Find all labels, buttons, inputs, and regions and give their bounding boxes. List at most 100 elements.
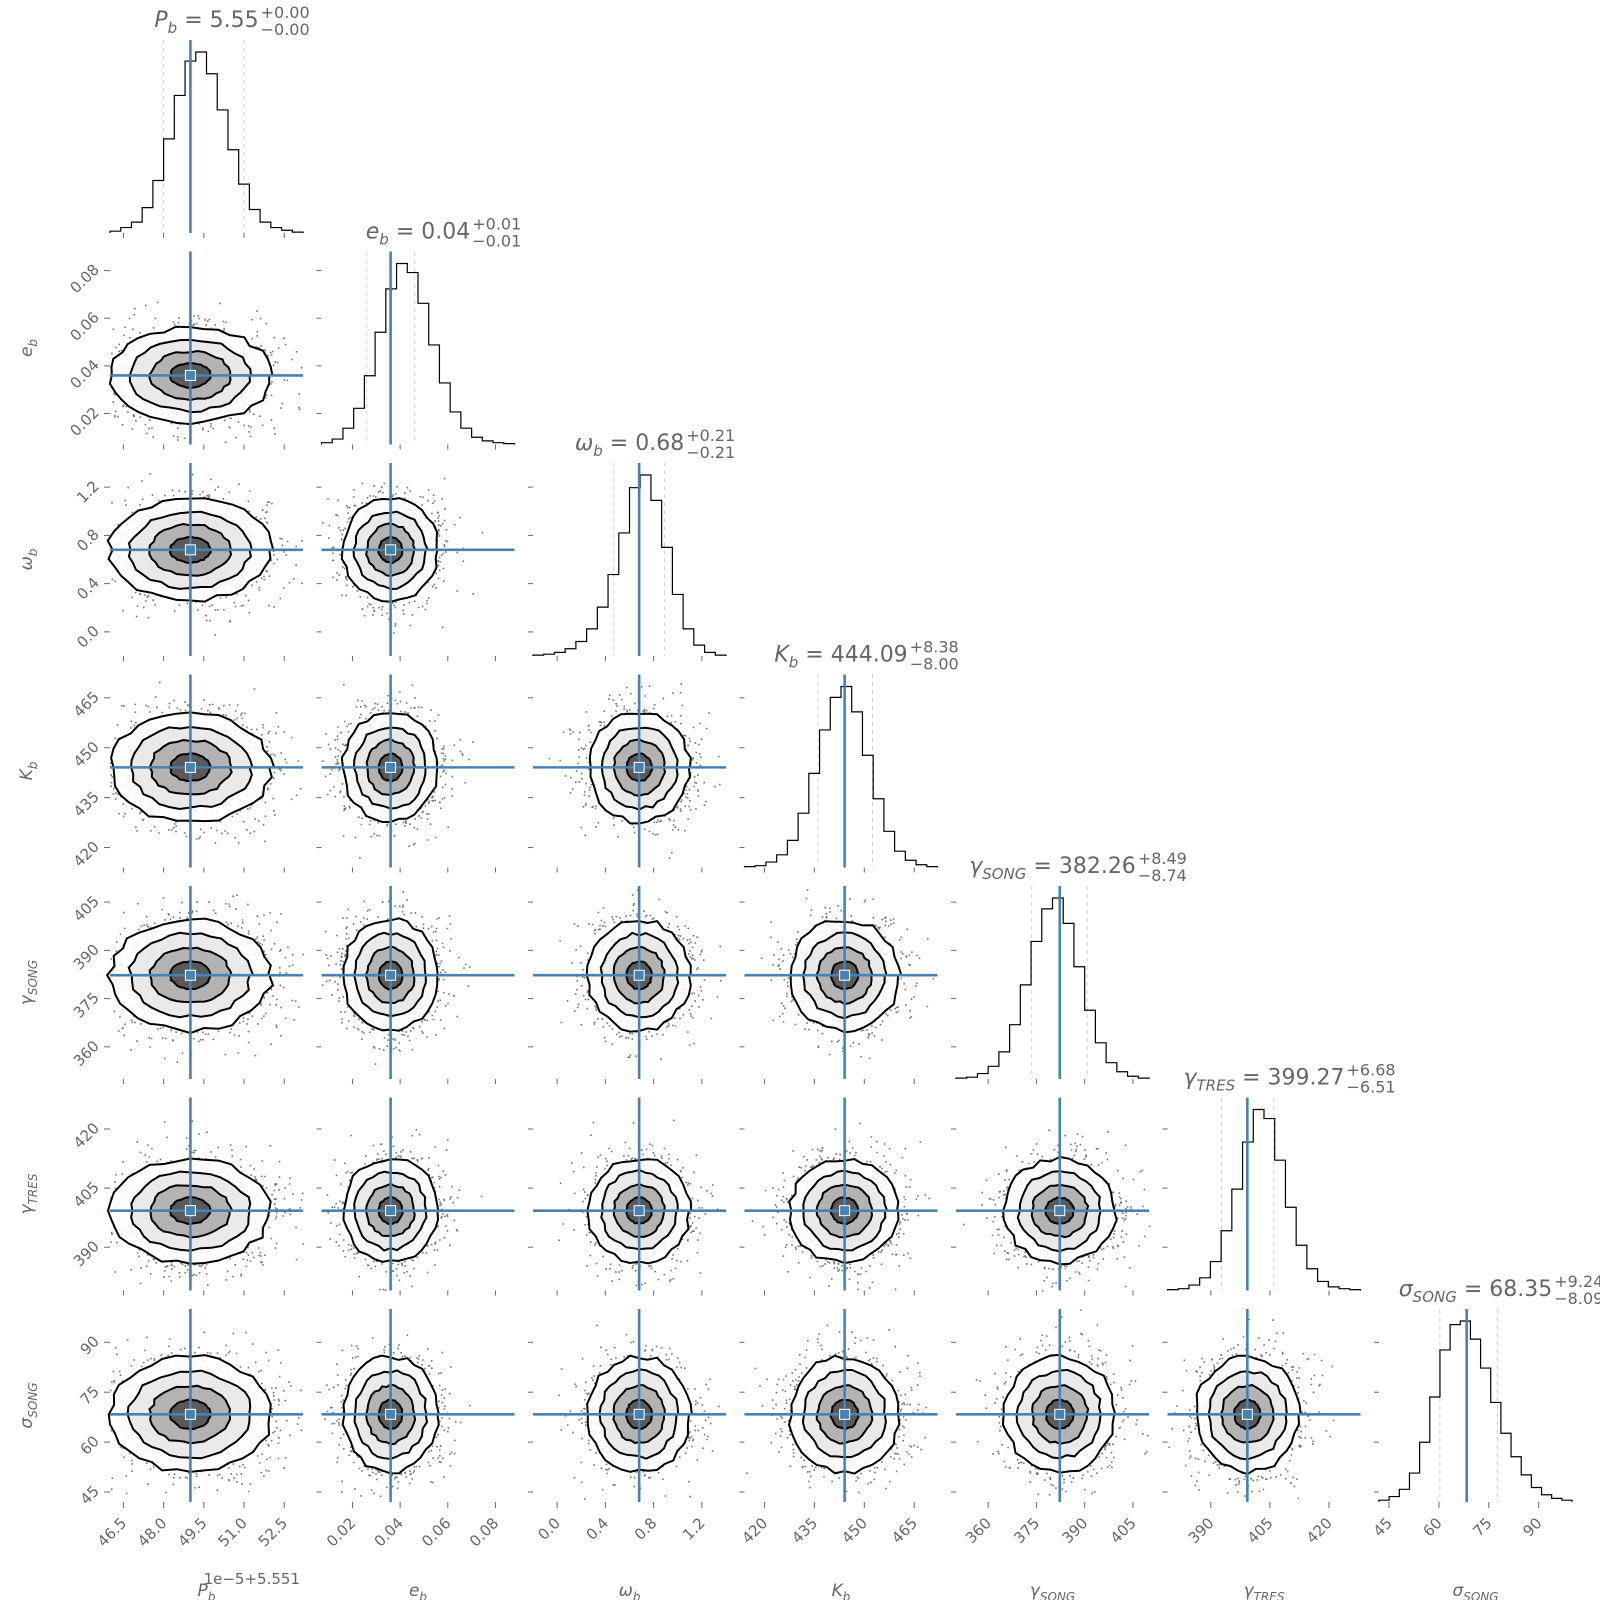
title-subscript: b	[168, 19, 178, 37]
x-tick-label: 0.0	[534, 1514, 564, 1544]
title-equals: =	[389, 220, 421, 245]
title-symbol: K	[774, 643, 790, 668]
truth-marker	[184, 761, 196, 773]
x-tick-label: 60	[1419, 1514, 1445, 1540]
x-tick-label: 48.0	[134, 1514, 170, 1550]
title-subscript: SONG	[1413, 1288, 1457, 1306]
y-tick-label: 375	[70, 989, 103, 1022]
y-axis-label-sigma_SONG: σSONG	[17, 1382, 40, 1428]
truth-marker	[385, 761, 397, 773]
x-axis-label-gamma_SONG: γSONG	[1030, 1581, 1075, 1600]
label-symbol: σ	[1452, 1581, 1464, 1600]
label-subscript: b	[843, 1590, 851, 1600]
y-tick-label: 0.02	[66, 404, 102, 440]
panel-sigma_SONG-gamma_SONG: 360 375 390 405 γSONG	[951, 1309, 1149, 1600]
y-tick-label: 0.06	[66, 308, 102, 344]
panel-K_b-omega_b	[528, 674, 726, 873]
x-tick-label: 405	[1107, 1514, 1140, 1547]
panel-gamma_TRES-K_b	[739, 1097, 938, 1296]
y-tick-label: 405	[70, 1178, 103, 1211]
y-tick-label: 0.8	[73, 525, 103, 555]
label-subscript: b	[633, 1590, 641, 1600]
histogram-gamma_SONG	[955, 897, 1150, 1079]
title-equals: =	[1457, 1277, 1489, 1302]
err-minus: −0.01	[472, 232, 521, 251]
x-tick-label: 46.5	[94, 1514, 130, 1550]
label-subscript: b	[26, 761, 40, 769]
truth-marker	[1054, 1205, 1066, 1217]
y-tick-label: 420	[70, 1119, 103, 1152]
label-subscript: b	[208, 1590, 216, 1600]
histogram-sigma_SONG	[1378, 1320, 1573, 1502]
label-symbol: K	[17, 767, 37, 780]
y-tick-label: 0.4	[73, 574, 103, 604]
panel-title-omega_b: ωb = 0.68	[575, 431, 684, 460]
panel-omega_b-omega_b: ωb = 0.68 +0.21−0.21	[528, 426, 735, 661]
x-tick-label: 75	[1469, 1514, 1495, 1540]
title-errors-minus: −8.74	[1138, 866, 1187, 885]
y-axis-label-K_b: Kb	[17, 761, 40, 780]
truth-marker	[1241, 1408, 1253, 1420]
label-symbol: e	[17, 347, 37, 357]
x-tick-label: 0.06	[418, 1514, 454, 1550]
x-axis-label-e_b: eb	[409, 1581, 427, 1600]
label-subscript: SONG	[26, 960, 40, 995]
x-tick-label: 1.2	[679, 1514, 709, 1544]
x-axis-label-gamma_TRES: γTRES	[1244, 1581, 1285, 1600]
panel-sigma_SONG-gamma_TRES: 390 405 420 γTRES	[1162, 1309, 1361, 1600]
title-symbol: γ	[1183, 1066, 1197, 1091]
panel-gamma_SONG-e_b	[316, 886, 515, 1084]
truth-marker	[633, 761, 645, 773]
label-subscript: TRES	[26, 1173, 40, 1204]
label-subscript: SONG	[26, 1382, 40, 1417]
panel-sigma_SONG-e_b: 0.02 0.04 0.06 0.08 eb	[316, 1309, 515, 1600]
x-axis-label-omega_b: ωb	[619, 1581, 641, 1600]
histogram-P_b	[109, 51, 304, 233]
title-errors: +8.38	[910, 638, 959, 657]
label-symbol: ω	[17, 556, 37, 570]
truth-marker	[839, 1408, 851, 1420]
x-tick-label: 49.5	[174, 1514, 210, 1550]
panel-P_b-P_b: Pb = 5.55 +0.00−0.00	[109, 3, 310, 238]
histogram-omega_b	[532, 474, 727, 656]
title-subscript: TRES	[1197, 1077, 1236, 1095]
err-minus: −0.21	[686, 443, 735, 462]
label-subscript: b	[26, 548, 40, 556]
y-tick-label: 390	[70, 940, 103, 973]
truth-marker	[184, 1205, 196, 1217]
err-plus: +6.68	[1347, 1061, 1396, 1080]
title-errors: +0.21	[686, 426, 735, 445]
y-tick-label: 45	[77, 1482, 103, 1508]
x-tick-label: 45	[1370, 1514, 1396, 1540]
truth-marker	[385, 1408, 397, 1420]
title-value: 382.26	[1059, 854, 1136, 879]
y-tick-label: 0.0	[73, 622, 103, 652]
err-plus: +9.24	[1554, 1272, 1600, 1291]
x-tick-label: 0.04	[371, 1514, 407, 1550]
title-errors: +9.24	[1554, 1272, 1600, 1291]
err-minus: −0.00	[261, 20, 310, 39]
title-errors: +0.01	[472, 215, 521, 234]
label-symbol: σ	[17, 1417, 37, 1429]
y-tick-label: 0.04	[66, 356, 102, 392]
label-subscript: TRES	[1254, 1590, 1285, 1600]
title-subscript: b	[789, 654, 799, 672]
y-axis-label-gamma_TRES: γTRES	[17, 1173, 40, 1214]
x-tick-label: 375	[1010, 1514, 1043, 1547]
y-tick-label: 1.2	[73, 477, 103, 507]
title-subscript: b	[379, 231, 389, 249]
err-minus: −8.09	[1554, 1289, 1600, 1308]
truth-marker	[184, 1408, 196, 1420]
x-axis-label-K_b: Kb	[832, 1581, 851, 1600]
panel-sigma_SONG-omega_b: 0.0 0.4 0.8 1.2 ωb	[528, 1309, 726, 1600]
truth-marker	[184, 369, 196, 381]
x-tick-label: 390	[1059, 1514, 1092, 1547]
title-value: 0.68	[635, 431, 684, 456]
title-symbol: γ	[969, 854, 983, 879]
err-plus: +8.49	[1138, 849, 1187, 868]
y-tick-label: 405	[70, 892, 103, 925]
panel-e_b-P_b: 0.02 0.04 0.06 0.08 eb	[17, 251, 303, 450]
